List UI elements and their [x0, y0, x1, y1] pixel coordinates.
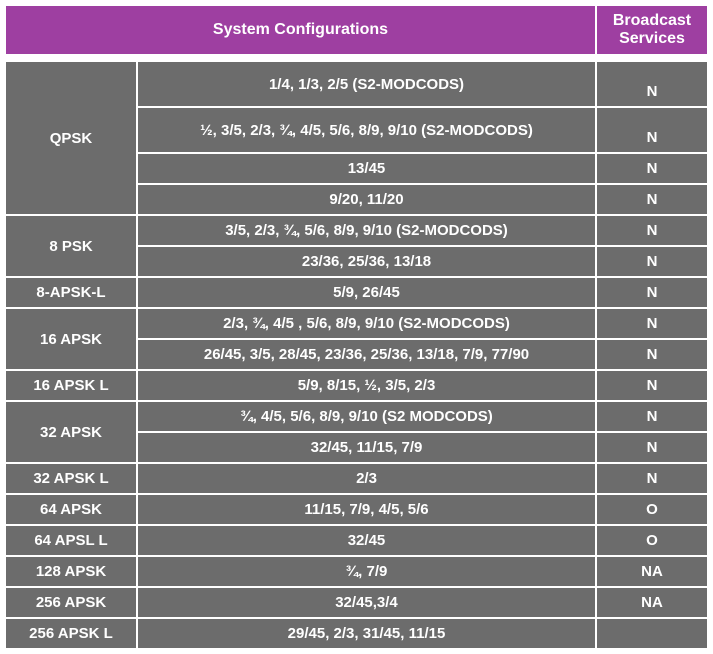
service-cell: N	[597, 402, 707, 431]
config-cell: 13/45	[138, 154, 595, 183]
table-row: 32 APSK L2/3N	[6, 464, 707, 493]
config-cell: 9/20, 11/20	[138, 185, 595, 214]
modulation-cell: 64 APSL L	[6, 526, 136, 555]
modcod-table: System Configurations Broadcast Services…	[4, 4, 709, 650]
config-cell: 26/45, 3/5, 28/45, 23/36, 25/36, 13/18, …	[138, 340, 595, 369]
table-row: 64 APSK11/15, 7/9, 4/5, 5/6O	[6, 495, 707, 524]
table-row: 128 APSK¾, 7/9NA	[6, 557, 707, 586]
modulation-cell: 256 APSK L	[6, 619, 136, 648]
service-cell: N	[597, 108, 707, 152]
service-cell: N	[597, 433, 707, 462]
config-cell: 32/45, 11/15, 7/9	[138, 433, 595, 462]
config-cell: ½, 3/5, 2/3, ¾, 4/5, 5/6, 8/9, 9/10 (S2-…	[138, 108, 595, 152]
service-cell: N	[597, 464, 707, 493]
modulation-cell: 32 APSK L	[6, 464, 136, 493]
table-row: 256 APSK L29/45, 2/3, 31/45, 11/15	[6, 619, 707, 648]
config-cell: 23/36, 25/36, 13/18	[138, 247, 595, 276]
service-cell: N	[597, 62, 707, 106]
modulation-cell: 16 APSK	[6, 309, 136, 369]
service-cell: N	[597, 185, 707, 214]
modulation-cell: 16 APSK L	[6, 371, 136, 400]
config-cell: 32/45	[138, 526, 595, 555]
config-cell: ¾, 7/9	[138, 557, 595, 586]
service-cell: O	[597, 495, 707, 524]
config-cell: 5/9, 26/45	[138, 278, 595, 307]
config-cell: 29/45, 2/3, 31/45, 11/15	[138, 619, 595, 648]
modulation-cell: 8-APSK-L	[6, 278, 136, 307]
modulation-cell: 128 APSK	[6, 557, 136, 586]
table-body: QPSK1/4, 1/3, 2/5 (S2-MODCODS)N½, 3/5, 2…	[6, 56, 707, 648]
config-cell: 32/45,3/4	[138, 588, 595, 617]
table-row: 64 APSL L32/45O	[6, 526, 707, 555]
service-cell: N	[597, 154, 707, 183]
table-row: 16 APSK2/3, ¾, 4/5 , 5/6, 8/9, 9/10 (S2-…	[6, 309, 707, 338]
config-cell: 2/3, ¾, 4/5 , 5/6, 8/9, 9/10 (S2-MODCODS…	[138, 309, 595, 338]
table-row: 8 PSK3/5, 2/3, ¾, 5/6, 8/9, 9/10 (S2-MOD…	[6, 216, 707, 245]
config-cell: 11/15, 7/9, 4/5, 5/6	[138, 495, 595, 524]
service-cell: NA	[597, 557, 707, 586]
service-cell: NA	[597, 588, 707, 617]
table-row: 256 APSK32/45,3/4NA	[6, 588, 707, 617]
service-cell: N	[597, 278, 707, 307]
service-cell: O	[597, 526, 707, 555]
modulation-cell: 64 APSK	[6, 495, 136, 524]
config-cell: 1/4, 1/3, 2/5 (S2-MODCODS)	[138, 62, 595, 106]
table-row: 8-APSK-L5/9, 26/45N	[6, 278, 707, 307]
header-row: System Configurations Broadcast Services	[6, 6, 707, 54]
config-cell: 5/9, 8/15, ½, 3/5, 2/3	[138, 371, 595, 400]
table-row: 32 APSK¾, 4/5, 5/6, 8/9, 9/10 (S2 MODCOD…	[6, 402, 707, 431]
header-broadcast: Broadcast Services	[597, 6, 707, 54]
table-row: 16 APSK L5/9, 8/15, ½, 3/5, 2/3N	[6, 371, 707, 400]
table-row: QPSK1/4, 1/3, 2/5 (S2-MODCODS)N	[6, 62, 707, 106]
config-cell: 3/5, 2/3, ¾, 5/6, 8/9, 9/10 (S2-MODCODS)	[138, 216, 595, 245]
modulation-cell: QPSK	[6, 62, 136, 214]
config-cell: 2/3	[138, 464, 595, 493]
modulation-cell: 8 PSK	[6, 216, 136, 276]
service-cell: N	[597, 340, 707, 369]
config-cell: ¾, 4/5, 5/6, 8/9, 9/10 (S2 MODCODS)	[138, 402, 595, 431]
service-cell: N	[597, 309, 707, 338]
service-cell: N	[597, 247, 707, 276]
service-cell	[597, 619, 707, 648]
modulation-cell: 256 APSK	[6, 588, 136, 617]
header-sysconfig: System Configurations	[6, 6, 595, 54]
modulation-cell: 32 APSK	[6, 402, 136, 462]
service-cell: N	[597, 216, 707, 245]
service-cell: N	[597, 371, 707, 400]
